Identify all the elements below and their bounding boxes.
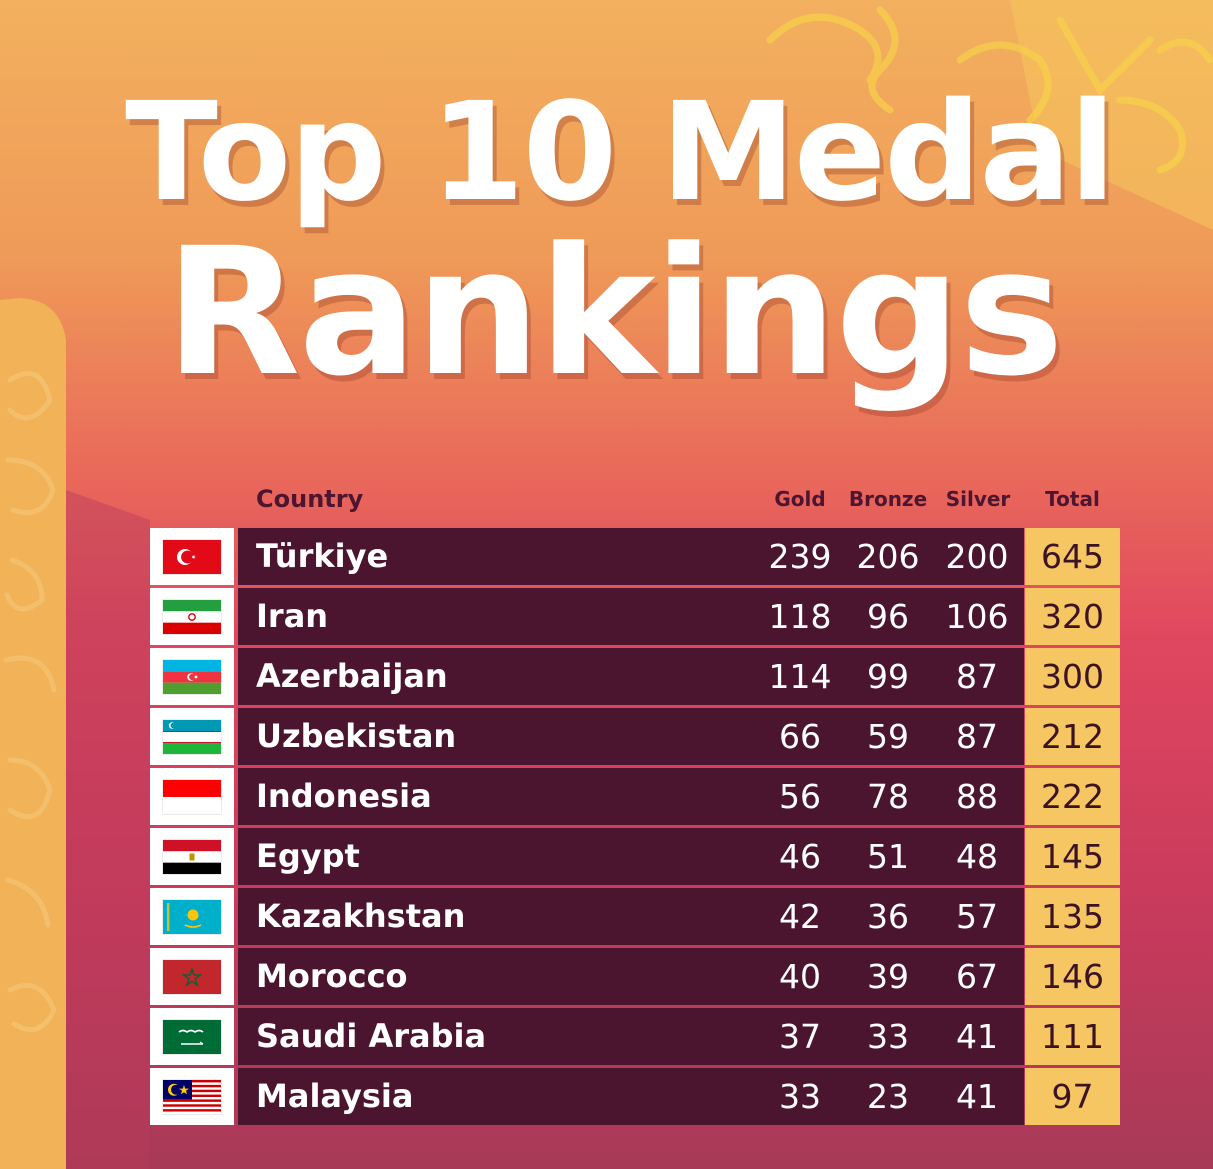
flag-cell	[150, 888, 234, 945]
saudi-arabia-flag-icon	[163, 1019, 221, 1054]
table-row: Uzbekistan 66 59 87 212	[150, 708, 1120, 765]
gold-count: 37	[779, 1017, 821, 1056]
table-row: Saudi Arabia 37 33 41 111	[150, 1008, 1120, 1065]
bronze-count: 78	[867, 777, 909, 816]
silver-count: 48	[956, 837, 998, 876]
country-name: Türkiye	[256, 537, 389, 575]
header-country: Country	[256, 485, 364, 513]
gold-count: 239	[768, 537, 832, 576]
title-line-2: Rankings	[165, 210, 1064, 415]
header-silver: Silver	[945, 487, 1011, 511]
total-count: 97	[1025, 1068, 1120, 1125]
table-row: Kazakhstan 42 36 57 135	[150, 888, 1120, 945]
gold-count: 56	[779, 777, 821, 816]
country-name: Saudi Arabia	[256, 1017, 487, 1055]
indonesia-flag-icon	[163, 779, 221, 814]
kazakhstan-flag-icon	[163, 899, 221, 934]
uzbekistan-flag-icon	[163, 719, 221, 754]
total-count: 212	[1025, 708, 1120, 765]
table-row: Malaysia 33 23 41 97	[150, 1068, 1120, 1125]
turkey-flag-icon	[163, 539, 221, 574]
gold-count: 40	[779, 957, 821, 996]
table-row: Türkiye 239 206 200 645	[150, 528, 1120, 585]
gold-count: 46	[779, 837, 821, 876]
flag-cell	[150, 528, 234, 585]
total-count: 300	[1025, 648, 1120, 705]
title-line-1: Top 10 Medal	[125, 74, 1116, 232]
silver-count: 41	[956, 1077, 998, 1116]
total-count: 320	[1025, 588, 1120, 645]
bronze-count: 36	[867, 897, 909, 936]
silver-count: 67	[956, 957, 998, 996]
flag-cell	[150, 1008, 234, 1065]
silver-count: 87	[956, 717, 998, 756]
bronze-count: 96	[867, 597, 909, 636]
bronze-count: 99	[867, 657, 909, 696]
bronze-count: 33	[867, 1017, 909, 1056]
table-row: Indonesia 56 78 88 222	[150, 768, 1120, 825]
header-bronze: Bronze	[848, 487, 928, 511]
total-count: 222	[1025, 768, 1120, 825]
bronze-count: 59	[867, 717, 909, 756]
total-count: 145	[1025, 828, 1120, 885]
flag-cell	[150, 648, 234, 705]
country-name: Malaysia	[256, 1077, 414, 1115]
medal-table: Country Gold Bronze Silver Total Türkiye…	[150, 478, 1120, 1128]
flag-cell	[150, 708, 234, 765]
country-name: Morocco	[256, 957, 408, 995]
table-row: Morocco 40 39 67 146	[150, 948, 1120, 1005]
bronze-count: 39	[867, 957, 909, 996]
header-gold: Gold	[774, 487, 826, 511]
flag-cell	[150, 768, 234, 825]
country-name: Uzbekistan	[256, 717, 457, 755]
gold-count: 114	[768, 657, 832, 696]
total-count: 146	[1025, 948, 1120, 1005]
gold-count: 42	[779, 897, 821, 936]
silver-count: 57	[956, 897, 998, 936]
flag-cell	[150, 948, 234, 1005]
iran-flag-icon	[163, 599, 221, 634]
silver-count: 200	[945, 537, 1009, 576]
total-count: 645	[1025, 528, 1120, 585]
morocco-flag-icon	[163, 959, 221, 994]
country-name: Indonesia	[256, 777, 432, 815]
silver-count: 41	[956, 1017, 998, 1056]
table-row: Azerbaijan 114 99 87 300	[150, 648, 1120, 705]
silver-count: 87	[956, 657, 998, 696]
bronze-count: 23	[867, 1077, 909, 1116]
table-row: Egypt 46 51 48 145	[150, 828, 1120, 885]
country-name: Kazakhstan	[256, 897, 466, 935]
gold-count: 33	[779, 1077, 821, 1116]
gold-count: 66	[779, 717, 821, 756]
country-name: Iran	[256, 597, 329, 635]
egypt-flag-icon	[163, 839, 221, 874]
gold-count: 118	[768, 597, 832, 636]
flag-cell	[150, 828, 234, 885]
bronze-count: 206	[856, 537, 920, 576]
total-count: 135	[1025, 888, 1120, 945]
country-name: Azerbaijan	[256, 657, 448, 695]
malaysia-flag-icon	[163, 1079, 221, 1114]
silver-count: 106	[945, 597, 1009, 636]
total-count: 111	[1025, 1008, 1120, 1065]
azerbaijan-flag-icon	[163, 659, 221, 694]
silver-count: 88	[956, 777, 998, 816]
table-header: Country Gold Bronze Silver Total	[150, 478, 1120, 528]
flag-cell	[150, 588, 234, 645]
flag-cell	[150, 1068, 234, 1125]
bronze-count: 51	[867, 837, 909, 876]
table-row: Iran 118 96 106 320	[150, 588, 1120, 645]
country-name: Egypt	[256, 837, 360, 875]
header-total: Total	[1045, 487, 1100, 511]
